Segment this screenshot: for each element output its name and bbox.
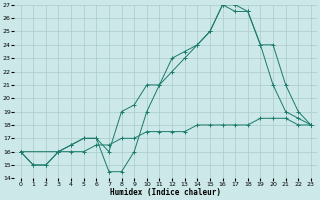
X-axis label: Humidex (Indice chaleur): Humidex (Indice chaleur) [110,188,221,197]
